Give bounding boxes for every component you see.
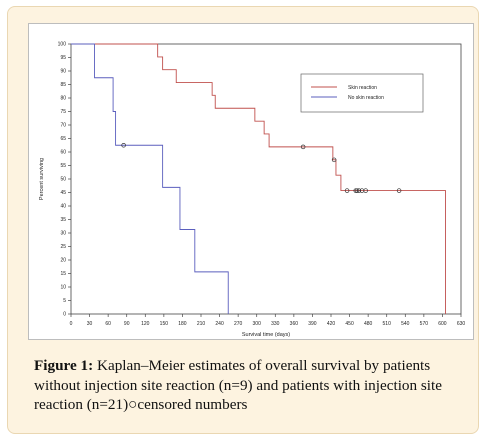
censor-mark-skin-reaction: [356, 188, 362, 193]
x-axis-label: Survival time (days): [242, 332, 290, 338]
series-line-no-skin-reaction: [71, 43, 229, 314]
x-tick-label: 120: [141, 321, 150, 327]
y-tick-label: 45: [60, 190, 66, 196]
x-tick-label: 330: [271, 321, 280, 327]
y-tick-label: 70: [60, 123, 66, 129]
x-tick-label: 630: [457, 321, 466, 327]
legend-label: Skin reaction: [348, 85, 377, 91]
x-tick-label: 90: [124, 321, 130, 327]
y-tick-label: 15: [60, 271, 66, 277]
y-tick-label: 50: [60, 177, 66, 183]
x-tick-label: 0: [70, 321, 73, 327]
y-tick-label: 35: [60, 217, 66, 223]
y-tick-label: 90: [60, 69, 66, 75]
y-axis-label: Percent surviving: [39, 158, 45, 200]
y-tick-label: 5: [63, 298, 66, 304]
x-tick-label: 60: [105, 321, 111, 327]
x-tick-label: 480: [364, 321, 373, 327]
legend-box: [300, 73, 424, 113]
y-tick-label: 65: [60, 136, 66, 142]
censor-mark-skin-reaction: [354, 188, 360, 193]
caption-text: Kaplan–Meier estimates of overall surviv…: [34, 357, 442, 413]
x-tick-label: 510: [383, 321, 392, 327]
x-tick-label: 600: [438, 321, 447, 327]
x-tick-label: 270: [234, 321, 243, 327]
legend-label: No skin reaction: [348, 95, 384, 101]
x-tick-label: 540: [401, 321, 410, 327]
x-tick-label: 30: [87, 321, 93, 327]
x-tick-label: 300: [253, 321, 262, 327]
y-tick-label: 60: [60, 150, 66, 156]
x-tick-label: 420: [327, 321, 336, 327]
caption-label: Figure 1:: [34, 357, 94, 374]
censor-mark-skin-reaction: [353, 188, 359, 193]
y-tick-label: 75: [60, 109, 66, 115]
y-tick-label: 30: [60, 231, 66, 237]
y-tick-label: 80: [60, 96, 66, 102]
y-tick-label: 10: [60, 285, 66, 291]
censor-mark-skin-reaction: [331, 157, 337, 163]
censor-mark-skin-reaction: [363, 188, 368, 193]
x-tick-label: 570: [420, 321, 429, 327]
x-tick-label: 390: [308, 321, 317, 327]
x-tick-label: 150: [160, 321, 169, 327]
x-tick-label: 450: [345, 321, 354, 327]
censor-mark-skin-reaction: [396, 188, 402, 193]
censor-mark-skin-reaction: [344, 188, 350, 193]
figure-card: 0 30 60 90 120 150 180 210 240 270 300 330 360 390 420…: [7, 6, 479, 434]
y-tick-label: 95: [60, 55, 66, 61]
x-tick-label: 240: [215, 321, 224, 327]
y-tick-label: 40: [60, 204, 66, 210]
x-tick-label: 180: [178, 321, 187, 327]
figure-caption: Figure 1: Kaplan–Meier estimates of over…: [34, 356, 474, 415]
y-tick-label: 25: [60, 244, 66, 250]
plot-frame: 0 30 60 90 120 150 180 210 240 270 300 330 360 390 420…: [28, 23, 474, 340]
series-line-skin-reaction: [71, 43, 446, 314]
x-tick-label: 360: [290, 321, 299, 327]
censor-mark-skin-reaction: [300, 144, 306, 150]
y-tick-label: 100: [58, 42, 67, 48]
y-tick-label: 85: [60, 82, 66, 88]
y-tick-label: 55: [60, 163, 66, 169]
x-tick-label: 210: [197, 321, 206, 327]
censor-mark-no-skin-reaction: [121, 142, 126, 148]
y-tick-label: 0: [63, 312, 66, 318]
km-plot: 0 30 60 90 120 150 180 210 240 270 300 330 360 390 420…: [39, 42, 466, 338]
y-tick-label: 20: [60, 258, 66, 264]
